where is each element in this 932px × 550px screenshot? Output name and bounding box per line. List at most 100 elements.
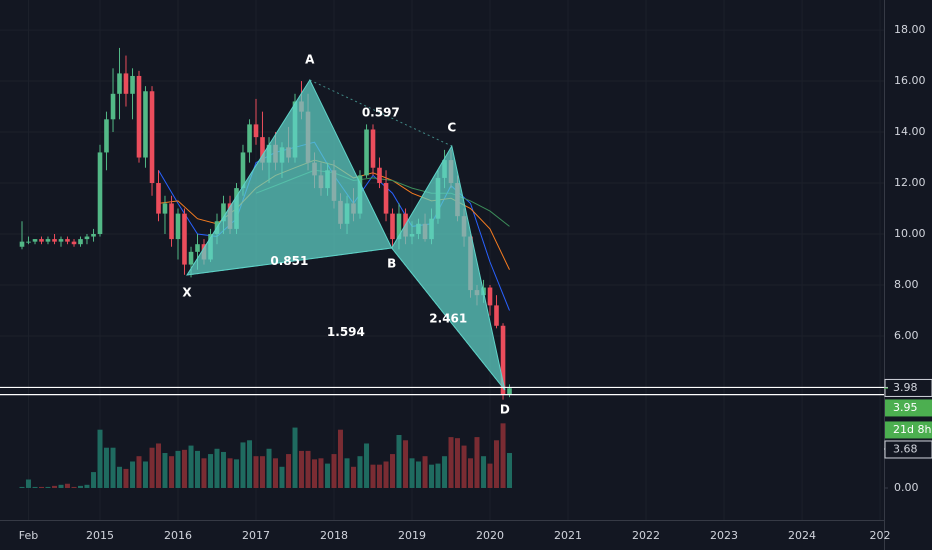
candle-body <box>143 91 148 158</box>
candle-body <box>182 213 187 265</box>
candle-body <box>136 75 142 158</box>
volume-bar <box>71 486 77 488</box>
candle-body <box>110 93 116 120</box>
volume-bar <box>240 442 246 488</box>
volume-bar <box>38 486 44 488</box>
volume-bar <box>45 486 51 488</box>
volume-bar <box>507 453 513 488</box>
pattern-point-label: A <box>305 53 315 67</box>
volume-bar <box>64 483 70 488</box>
volume-bar <box>25 479 31 488</box>
x-tick-label: 2019 <box>398 529 426 542</box>
candle-body <box>260 137 265 163</box>
volume-bar <box>435 463 441 488</box>
candle-body <box>396 213 402 240</box>
x-tick-label: 2017 <box>242 529 270 542</box>
y-tick-label: 10.00 <box>894 227 926 240</box>
volume-bar <box>312 459 318 488</box>
volume-bar <box>305 450 311 488</box>
pattern-ratio: 1.594 <box>327 325 365 339</box>
volume-bar <box>142 461 148 488</box>
candle-body <box>383 183 389 214</box>
volume-bar <box>97 429 103 488</box>
volume-bar <box>103 447 109 488</box>
candle-body <box>117 73 122 94</box>
volume-bar <box>169 456 175 488</box>
volume-bar <box>181 449 187 488</box>
volume-bar <box>32 486 38 488</box>
volume-bar <box>461 445 467 488</box>
volume-bar <box>487 463 493 488</box>
candle-body <box>97 152 103 234</box>
pattern-point-label: D <box>500 403 510 417</box>
candle-body <box>19 241 25 247</box>
pattern-ratio: 0.597 <box>362 106 400 120</box>
volume-bar <box>175 450 181 488</box>
volume-bar <box>123 468 129 488</box>
volume-bar <box>468 458 474 488</box>
candle-body <box>162 203 168 214</box>
candle-body <box>26 241 31 243</box>
volume-bar <box>195 450 201 488</box>
candle-body <box>78 239 83 245</box>
candle-body <box>65 239 70 242</box>
volume-bar <box>286 454 292 488</box>
x-tick-label: 2022 <box>632 529 660 542</box>
volume-bar <box>116 466 122 488</box>
volume-bar <box>351 466 357 488</box>
candle-body <box>195 244 200 252</box>
volume-bar <box>331 454 337 488</box>
last-price: 3.95 <box>893 401 918 414</box>
volume-bar <box>364 443 370 488</box>
x-tick-label: 202 <box>870 529 891 542</box>
candle-body <box>39 239 44 242</box>
pattern-point-label: X <box>182 286 192 300</box>
y-tick-label: 16.00 <box>894 74 926 87</box>
volume-bar <box>493 440 499 488</box>
volume-bar <box>234 459 240 488</box>
volume-bar <box>136 456 142 488</box>
volume-tick-label: 0.00 <box>894 481 919 494</box>
volume-bar <box>390 454 396 488</box>
volume-bar <box>162 453 168 488</box>
x-tick-label: 2024 <box>788 529 816 542</box>
volume-bar <box>403 440 409 488</box>
pattern-line <box>391 247 506 391</box>
volume-bar <box>253 456 259 488</box>
candle-body <box>221 203 226 222</box>
volume-bar <box>266 448 272 488</box>
volume-bar <box>77 485 83 488</box>
volume-bar <box>337 429 343 488</box>
volume-bar <box>201 458 207 488</box>
pattern-point-label: C <box>447 121 456 135</box>
volume-bar <box>383 461 389 488</box>
candle-body <box>494 305 499 326</box>
candle-body <box>240 152 246 189</box>
volume-bar <box>370 464 376 488</box>
volume-bar <box>208 454 214 488</box>
volume-bar <box>474 437 480 488</box>
volume-bar <box>279 466 285 488</box>
countdown: 21d 8h <box>893 423 931 436</box>
volume-bar <box>214 448 220 488</box>
candle-body <box>58 239 64 242</box>
candle-body <box>130 75 135 94</box>
candle-body <box>377 167 382 184</box>
candle-body <box>32 239 38 242</box>
x-tick-label: 2016 <box>164 529 192 542</box>
candle-body <box>500 325 506 395</box>
candle-body <box>45 239 51 242</box>
x-tick-label: 2018 <box>320 529 348 542</box>
volume-bar <box>415 461 421 488</box>
volume-bar <box>156 443 162 488</box>
x-tick-label: 2020 <box>476 529 504 542</box>
volume-bar <box>318 458 324 488</box>
candle-body <box>247 124 252 153</box>
y-tick-label: 18.00 <box>894 23 926 36</box>
x-tick-label: 2015 <box>86 529 114 542</box>
volume-bar <box>409 458 415 488</box>
last-price-box <box>885 399 932 417</box>
candle-body <box>390 213 395 240</box>
volume-bar <box>273 458 279 488</box>
